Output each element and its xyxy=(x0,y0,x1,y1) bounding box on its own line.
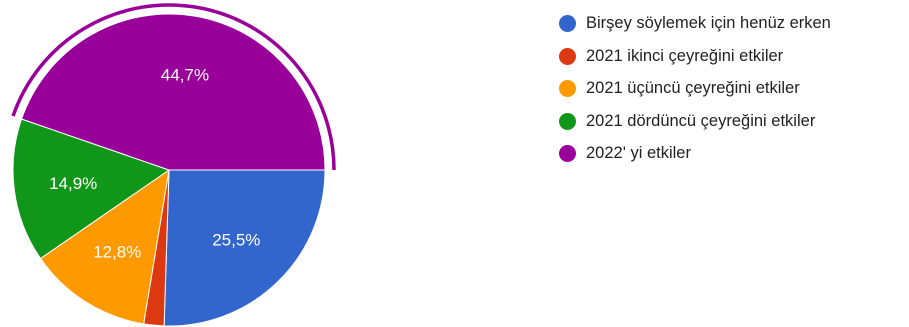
pie-slice-bir-ey-s-ylemek-i-in-hen-z-erken[interactable] xyxy=(163,169,326,327)
legend-swatch xyxy=(559,145,576,162)
legend-swatch xyxy=(559,80,576,97)
legend-label: 2021 ikinci çeyreğini etkiler xyxy=(586,46,784,65)
data-label-2022-yi-etkiler: 44,7% xyxy=(161,66,209,85)
legend-item-bir-ey-s-ylemek-i-in-hen-z-erken[interactable]: Birşey söylemek için henüz erken xyxy=(559,12,831,35)
data-label-2021-d-rd-nc-eyre-ini-etkiler: 14,9% xyxy=(49,174,97,193)
legend-swatch xyxy=(559,15,576,32)
legend-item-2022-yi-etkiler[interactable]: 2022' yi etkiler xyxy=(559,142,831,165)
data-label-bir-ey-s-ylemek-i-in-hen-z-erken: 25,5% xyxy=(212,231,260,250)
legend-item-2021-d-rd-nc-eyre-ini-etkiler[interactable]: 2021 dördüncü çeyreğini etkiler xyxy=(559,110,831,133)
legend-label: 2022' yi etkiler xyxy=(586,144,691,162)
pie-slice-2021-d-rd-nc-eyre-ini-etkiler[interactable] xyxy=(12,118,171,260)
legend-swatch xyxy=(559,47,576,65)
pie-slice-2021-nc-eyre-ini-etkiler[interactable] xyxy=(39,168,170,325)
legend-label: 2021 üçüncü çeyreğini etkiler xyxy=(586,79,800,97)
legend-item-2021-nc-eyre-ini-etkiler[interactable]: 2021 üçüncü çeyreğini etkiler xyxy=(559,77,831,100)
legend-label: 2021 dördüncü çeyreğini etkiler xyxy=(586,111,816,130)
legend-label: Birşey söylemek için henüz erken xyxy=(586,14,831,32)
legend-swatch xyxy=(559,112,576,130)
chart-legend: Birşey söylemek için henüz erken 2021 iki… xyxy=(559,12,831,175)
pie-slice-highlight-ring xyxy=(11,3,336,171)
legend-item-2021-ikinci-eyre-ini-etkiler[interactable]: 2021 ikinci çeyreğini etkiler xyxy=(559,45,831,68)
data-label-2021-nc-eyre-ini-etkiler: 12,8% xyxy=(93,243,141,262)
pie-slice-2022-yi-etkiler[interactable] xyxy=(20,13,326,171)
